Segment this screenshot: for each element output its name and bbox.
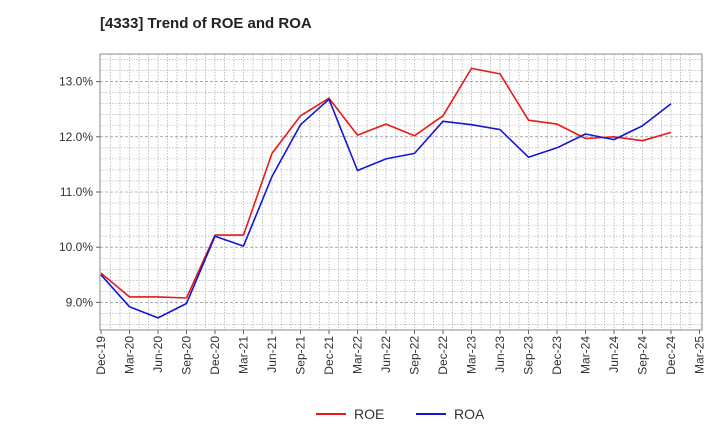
- x-axis-ticks: Dec-19 Mar-20 Jun-20 Sep-20 Dec-20 Mar-21 Jun-…: [94, 330, 707, 375]
- x-tick-label: Sep-21: [294, 336, 308, 375]
- x-tick-label: Jun-23: [493, 336, 507, 373]
- y-tick-label: 10.0%: [59, 240, 93, 254]
- x-tick-label: Jun-24: [607, 336, 621, 373]
- x-tick-label: Dec-20: [208, 336, 222, 375]
- y-tick-label: 13.0%: [59, 75, 93, 89]
- x-tick-label: Mar-24: [579, 336, 593, 374]
- x-tick-label: Sep-22: [408, 336, 422, 375]
- x-tick-label: Jun-22: [379, 336, 393, 373]
- x-tick-label: Mar-22: [351, 336, 365, 374]
- chart-title: [4333] Trend of ROE and ROA: [100, 15, 312, 32]
- x-tick-label: Mar-23: [465, 336, 479, 374]
- x-tick-label: Jun-21: [265, 336, 279, 373]
- x-tick-label: Mar-25: [693, 336, 707, 374]
- legend: ROE ROA: [316, 406, 485, 422]
- y-axis-ticks: 9.0% 10.0% 11.0% 12.0% 13.0%: [59, 75, 100, 309]
- x-tick-label: Dec-23: [550, 336, 564, 375]
- series-lines: [100, 67, 672, 319]
- series-line-roe: [100, 67, 672, 299]
- y-tick-label: 11.0%: [60, 185, 93, 199]
- series-line-roa: [100, 98, 672, 319]
- x-tick-label: Dec-24: [664, 336, 678, 375]
- x-tick-label: Sep-23: [522, 336, 536, 375]
- y-tick-label: 12.0%: [59, 130, 93, 144]
- y-tick-label: 9.0%: [66, 295, 94, 309]
- x-tick-label: Jun-20: [151, 336, 165, 373]
- horizontal-gridlines: [100, 59, 702, 325]
- x-tick-label: Dec-19: [94, 336, 108, 375]
- x-tick-label: Sep-20: [180, 336, 194, 375]
- x-tick-label: Dec-22: [436, 336, 450, 375]
- legend-label-roe: ROE: [354, 406, 384, 422]
- x-tick-label: Mar-20: [123, 336, 137, 374]
- x-tick-label: Dec-21: [322, 336, 336, 375]
- x-tick-label: Sep-24: [636, 336, 650, 375]
- x-tick-label: Mar-21: [237, 336, 251, 374]
- legend-label-roa: ROA: [454, 406, 485, 422]
